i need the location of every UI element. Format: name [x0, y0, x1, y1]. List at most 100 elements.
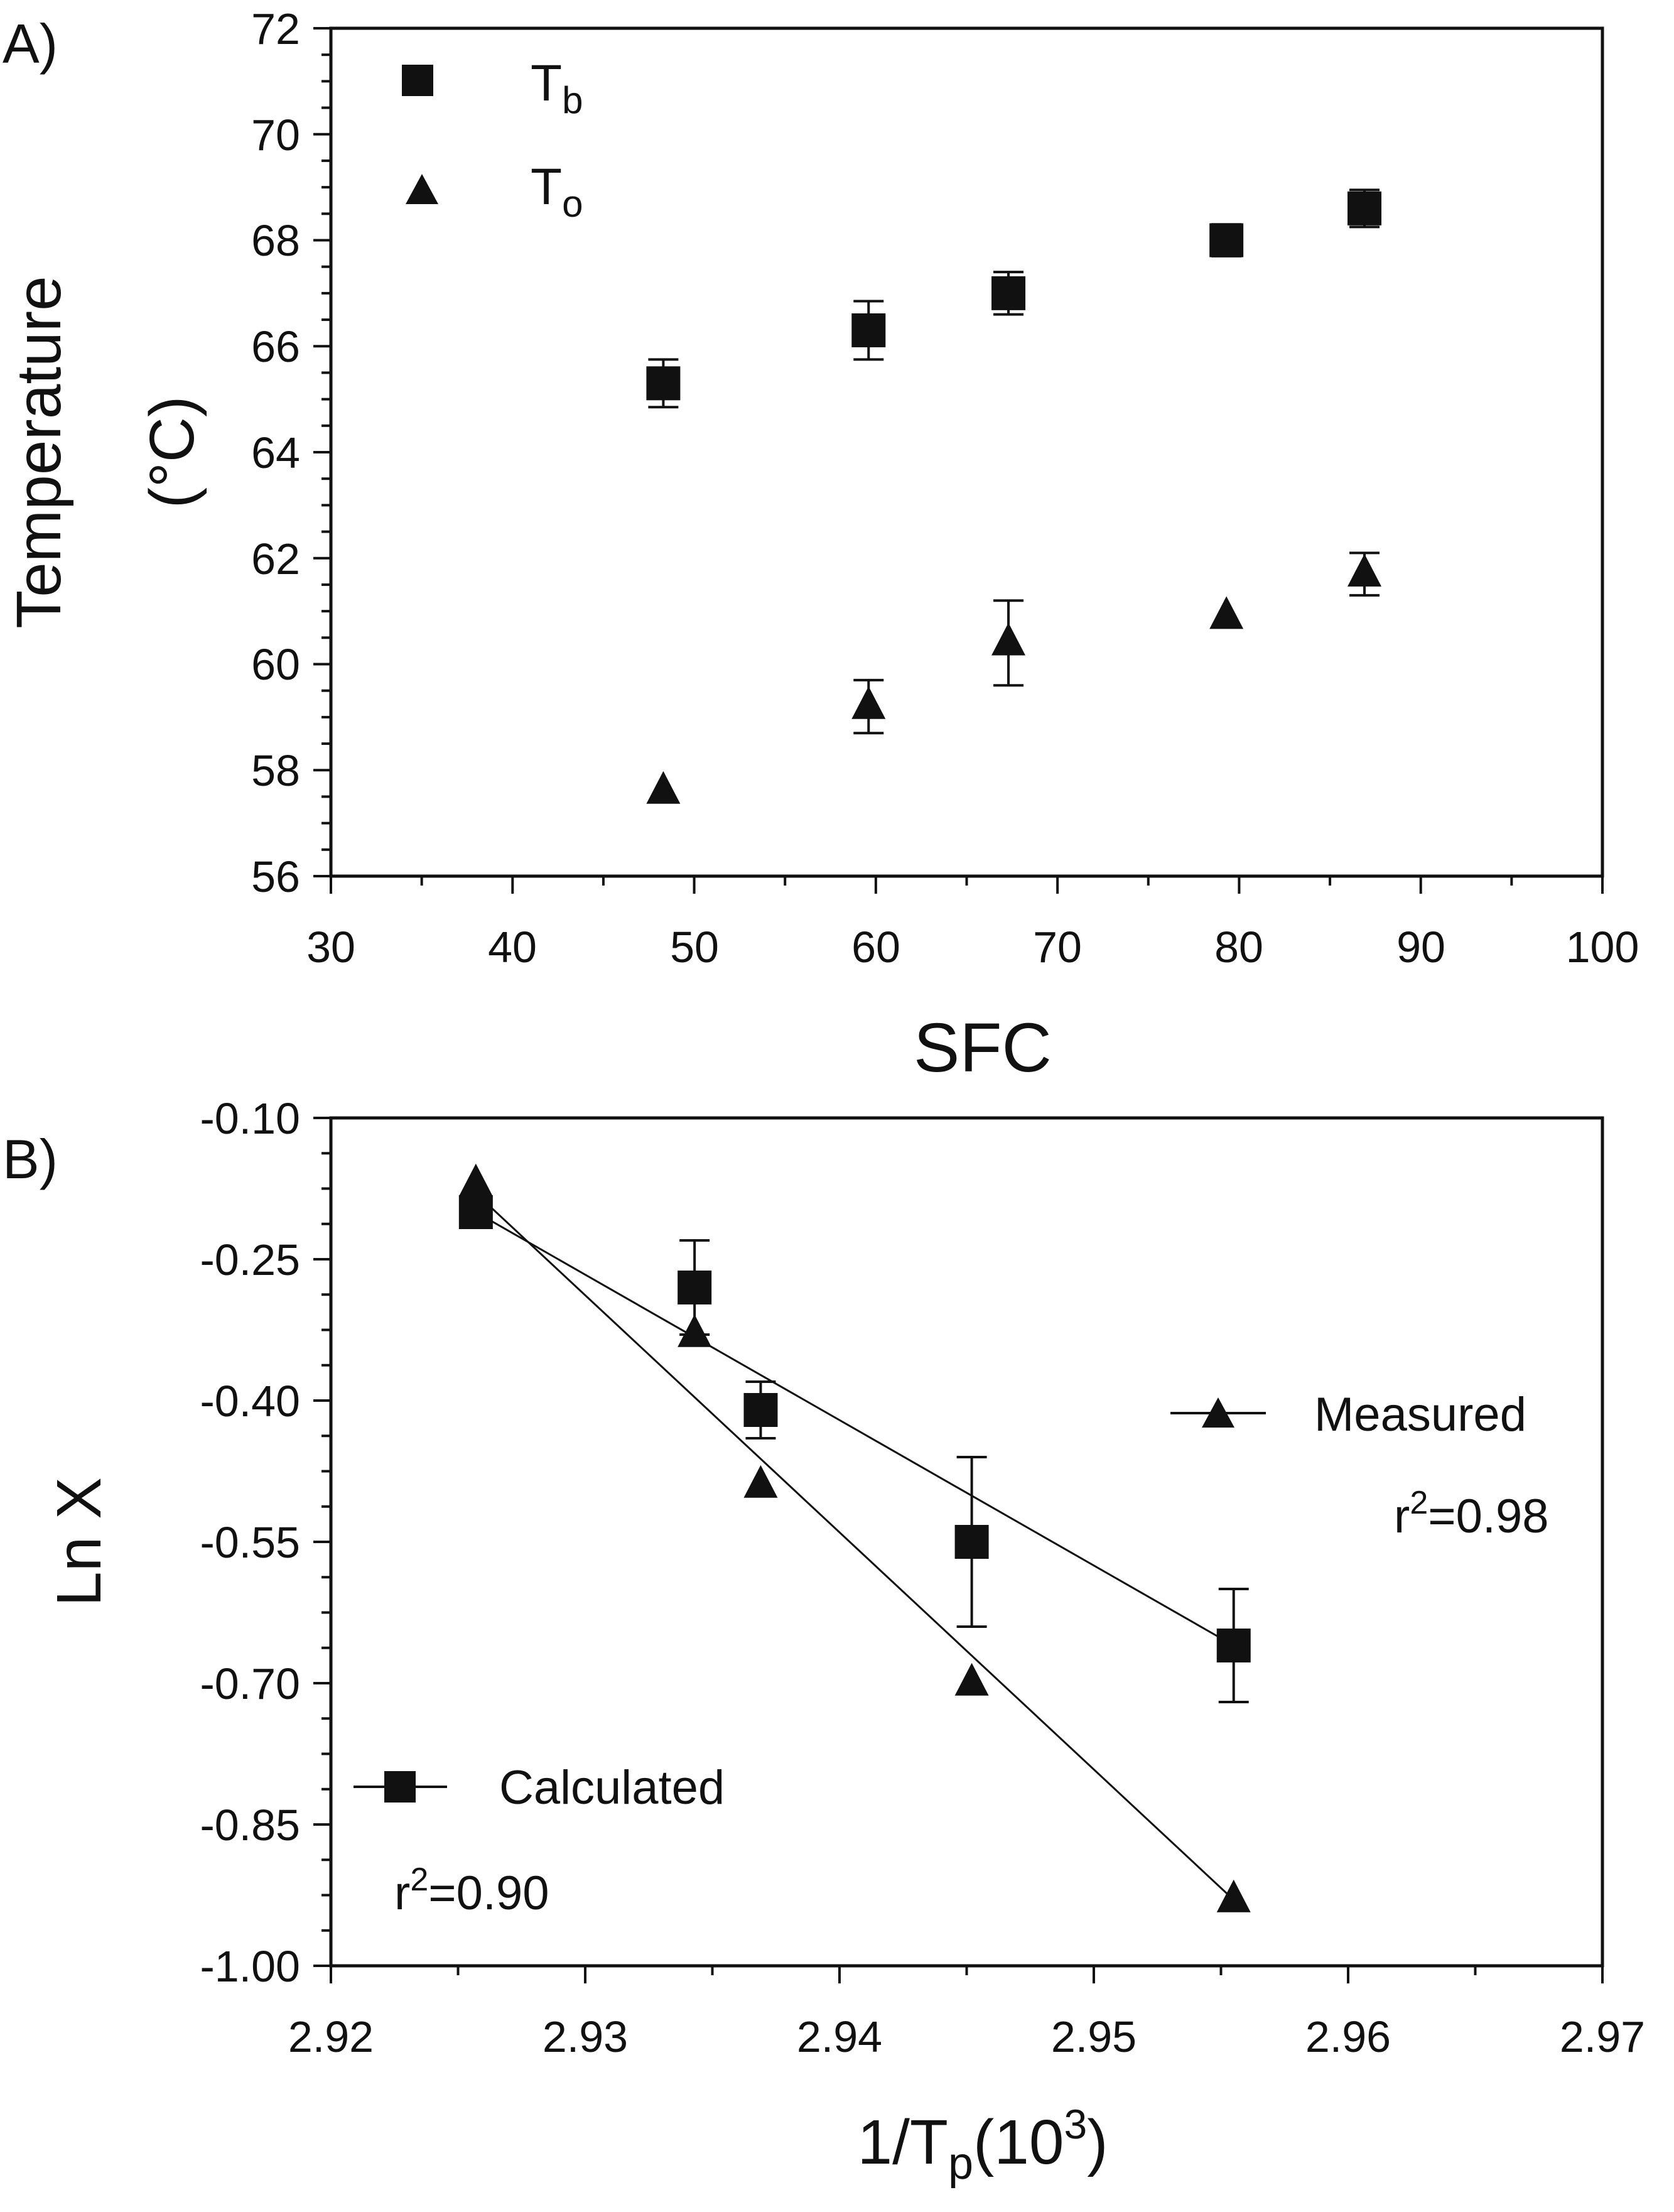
panel-a: A) 56 58 60 62 64 66 68 70 72 30 40 50 6…	[3, 4, 1639, 1087]
panel-a-legend: Tb To	[402, 55, 583, 225]
panel-b-triangle-point	[954, 1662, 989, 1696]
panel-a-y-axis-label-line2: (°C)	[137, 396, 207, 509]
legend-triangle-marker	[406, 174, 438, 204]
panel-a-label: A)	[3, 13, 58, 75]
panel-b-xtick-label: 2.94	[797, 2012, 882, 2061]
legend-calculated-marker	[384, 1771, 416, 1803]
panel-a-ytick-label: 64	[251, 428, 300, 477]
r2-calculated: r2=0.90	[394, 1862, 549, 1920]
panel-a-ticks	[313, 27, 1604, 894]
panel-b-ytick-label: -0.25	[200, 1235, 300, 1284]
panel-b-xtick-labels: 2.92 2.93 2.94 2.95 2.96 2.97	[288, 2012, 1645, 2061]
r2-calculated-sup: 2	[410, 1862, 428, 1898]
legend-tb-main: T	[531, 55, 562, 112]
panel-b-fit-line	[475, 1211, 1234, 1647]
panel-b-plot	[313, 1116, 1604, 1983]
panel-b-legend-measured: Measured r2=0.98	[1170, 1388, 1549, 1543]
panel-a-xtick-label: 100	[1566, 923, 1639, 972]
panel-a-data	[646, 188, 1382, 804]
panel-a-ytick-label: 56	[251, 852, 300, 901]
r2-measured: r2=0.98	[1394, 1485, 1549, 1543]
panel-b-ticks	[313, 1117, 1604, 1983]
legend-tb-label: Tb	[531, 55, 583, 121]
panel-b-x-axis-label-sup: 3	[1064, 2101, 1088, 2147]
panel-b-x-axis-label-paren: (10	[973, 2107, 1064, 2177]
panel-a-xtick-label: 50	[670, 923, 719, 972]
legend-measured-label: Measured	[1314, 1388, 1526, 1441]
panel-a-xtick-label: 40	[488, 923, 537, 972]
panel-a-xtick-labels: 30 40 50 60 70 80 90 100	[306, 923, 1639, 972]
r2-calculated-value: =0.90	[428, 1867, 549, 1920]
panel-b-fit-line	[475, 1192, 1234, 1901]
panel-b-ytick-label: -0.55	[200, 1518, 300, 1567]
panel-b-x-axis-label-close: )	[1087, 2107, 1108, 2177]
legend-to-label: To	[531, 158, 583, 225]
panel-b-square-point	[678, 1271, 712, 1304]
panel-a-xtick-label: 30	[306, 923, 355, 972]
panel-b-square-point	[743, 1393, 778, 1427]
panel-a-xtick-label: 60	[851, 923, 900, 972]
panel-b-square-point	[1216, 1629, 1251, 1662]
panel-a-ytick-labels: 56 58 60 62 64 66 68 70 72	[251, 4, 300, 901]
panel-a-xtick-label: 90	[1396, 923, 1445, 972]
panel-a-y-axis-label-line1: Temperature	[4, 276, 74, 628]
panel-b-data	[458, 1163, 1251, 1912]
panel-b-legend-calculated: Calculated r2=0.90	[354, 1761, 725, 1920]
panel-a-plot	[313, 26, 1604, 894]
panel-b-x-axis-label: 1/Tp(103)	[857, 2101, 1108, 2189]
panel-b-y-axis-label: Ln X	[44, 1477, 114, 1607]
panel-a-x-axis-label: SFC	[914, 1009, 1052, 1087]
panel-b-xtick-label: 2.93	[543, 2012, 628, 2061]
panel-a-xtick-label: 80	[1214, 923, 1263, 972]
legend-to-sub: o	[562, 183, 583, 225]
panel-a-triangle-point	[851, 686, 886, 719]
panel-a-ytick-label: 68	[251, 216, 300, 265]
panel-b-ytick-label: -0.10	[200, 1094, 300, 1143]
panel-b-ytick-label: -1.00	[200, 1942, 300, 1991]
panel-b-xtick-label: 2.95	[1051, 2012, 1137, 2061]
panel-a-ytick-label: 58	[251, 746, 300, 795]
panel-a-square-point	[991, 276, 1026, 310]
r2-measured-prefix: r	[1394, 1490, 1410, 1543]
panel-a-ytick-label: 60	[251, 640, 300, 689]
legend-measured-marker	[1202, 1397, 1234, 1428]
panel-b-square-point	[458, 1195, 493, 1229]
legend-square-marker	[402, 65, 433, 96]
panel-b-x-axis-label-main: 1/T	[857, 2107, 948, 2177]
legend-calculated-label: Calculated	[499, 1761, 725, 1814]
panel-b-triangle-point	[1216, 1879, 1251, 1912]
panel-a-ytick-label: 66	[251, 322, 300, 371]
panel-a-square-point	[851, 313, 886, 347]
panel-a-triangle-point	[1347, 553, 1382, 587]
panel-a-square-point	[1347, 191, 1382, 225]
panel-b-xtick-label: 2.92	[288, 2012, 374, 2061]
panel-b-ytick-label: -0.40	[200, 1377, 300, 1426]
r2-calculated-prefix: r	[394, 1867, 410, 1920]
r2-measured-value: =0.98	[1428, 1490, 1548, 1543]
legend-tb-sub: b	[562, 79, 583, 121]
panel-a-triangle-point	[1209, 596, 1244, 629]
panel-b-xtick-label: 2.97	[1560, 2012, 1645, 2061]
panel-b-triangle-point	[458, 1163, 493, 1196]
panel-a-ytick-label: 70	[251, 111, 300, 160]
panel-b-x-axis-label-sub: p	[948, 2139, 973, 2189]
panel-a-square-point	[1209, 223, 1244, 258]
panel-a-ytick-label: 62	[251, 534, 300, 583]
panel-b-ytick-label: -0.70	[200, 1659, 300, 1708]
panel-b-label: B)	[3, 1128, 58, 1190]
panel-b: B) -1.00 -0.85 -0.70 -0.55 -0.40 -0.25 -…	[3, 1094, 1645, 2189]
panel-a-square-point	[646, 366, 681, 401]
panel-b-square-point	[954, 1525, 989, 1559]
panel-a-triangle-point	[646, 771, 681, 804]
panel-b-ytick-label: -0.85	[200, 1801, 300, 1850]
legend-to-main: T	[531, 158, 562, 215]
r2-measured-sup: 2	[1410, 1485, 1428, 1521]
panel-b-xtick-label: 2.96	[1305, 2012, 1391, 2061]
panel-a-triangle-point	[991, 622, 1026, 656]
panel-b-fit-lines	[475, 1192, 1234, 1901]
panel-b-triangle-point	[743, 1465, 778, 1498]
panel-b-ytick-labels: -1.00 -0.85 -0.70 -0.55 -0.40 -0.25 -0.1…	[200, 1094, 300, 1991]
panel-a-ytick-label: 72	[251, 4, 300, 53]
